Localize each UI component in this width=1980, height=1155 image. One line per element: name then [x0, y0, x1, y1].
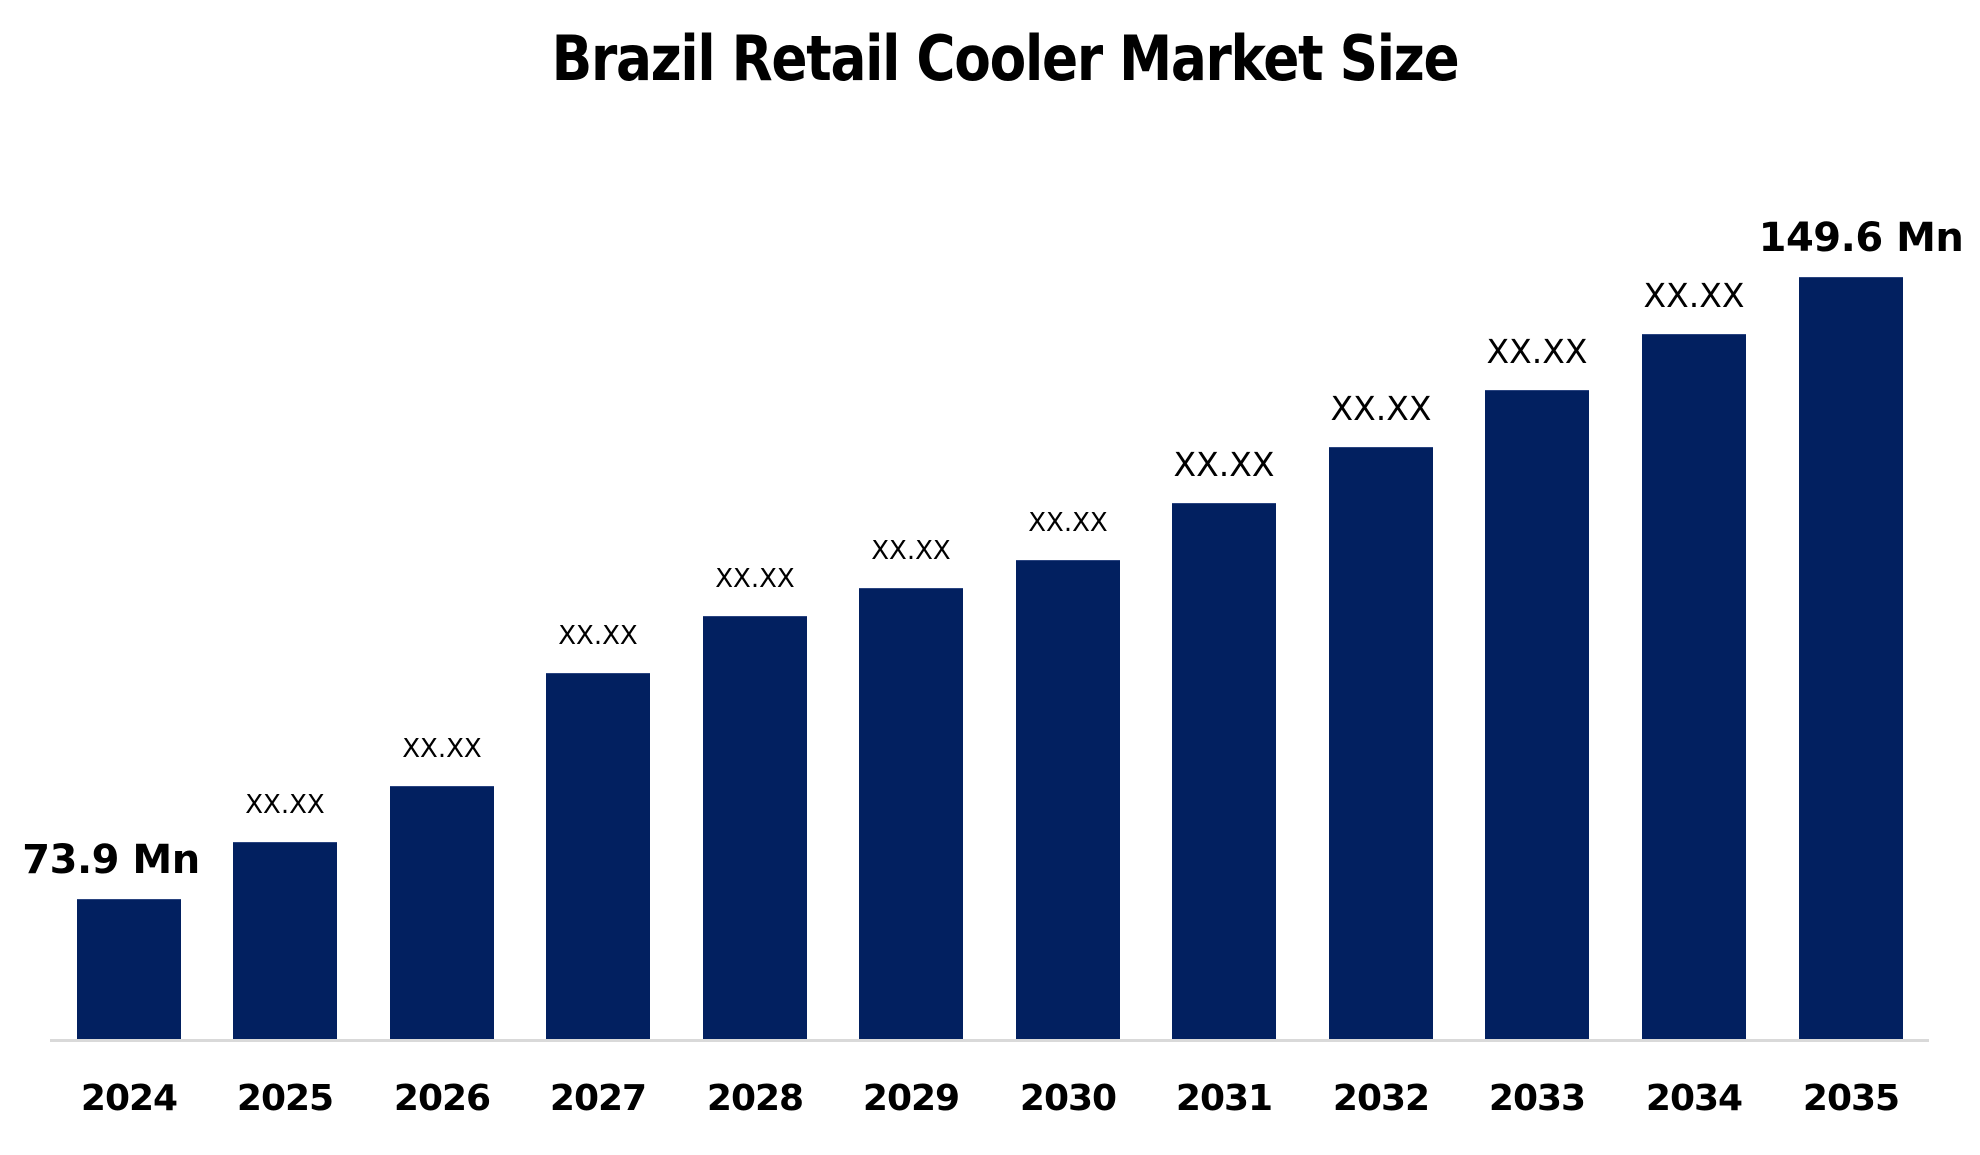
x-tick-2035: 2035 [1802, 1078, 1900, 1119]
data-label-2025: XX.XX [245, 790, 325, 820]
data-label-2024: 73.9 Mn [22, 837, 200, 883]
bar-2027 [546, 673, 650, 1039]
bar-2026 [390, 786, 494, 1039]
bar-2035 [1799, 277, 1903, 1039]
bar-2029 [859, 588, 963, 1039]
x-tick-2028: 2028 [706, 1078, 804, 1119]
bar-2028 [703, 616, 807, 1039]
data-label-2029: XX.XX [871, 536, 951, 566]
data-label-2026: XX.XX [402, 734, 482, 764]
x-tick-2033: 2033 [1488, 1078, 1586, 1119]
x-tick-2024: 2024 [80, 1078, 178, 1119]
bar-2032 [1329, 447, 1433, 1039]
bar-2025 [233, 842, 337, 1039]
data-label-2030: XX.XX [1028, 508, 1108, 538]
x-tick-2032: 2032 [1332, 1078, 1430, 1119]
bar-2033 [1485, 390, 1589, 1039]
data-label-2028: XX.XX [715, 564, 795, 594]
data-label-2034: XX.XX [1643, 276, 1745, 315]
x-tick-2031: 2031 [1175, 1078, 1273, 1119]
x-tick-2030: 2030 [1019, 1078, 1117, 1119]
data-label-2031: XX.XX [1173, 445, 1275, 484]
data-label-2027: XX.XX [558, 621, 638, 651]
bar-2024 [77, 899, 181, 1039]
x-tick-2025: 2025 [236, 1078, 334, 1119]
data-label-2035: 149.6 Mn [1758, 215, 1964, 261]
x-tick-2027: 2027 [549, 1078, 647, 1119]
chart-title: Brazil Retail Cooler Market Size [551, 22, 1460, 95]
x-axis-line [50, 1039, 1929, 1042]
data-label-2033: XX.XX [1486, 332, 1588, 371]
x-tick-2026: 2026 [393, 1078, 491, 1119]
bar-2034 [1642, 334, 1746, 1039]
x-tick-2034: 2034 [1645, 1078, 1743, 1119]
data-label-2032: XX.XX [1330, 389, 1432, 428]
bar-2031 [1172, 503, 1276, 1039]
x-tick-2029: 2029 [862, 1078, 960, 1119]
bar-2030 [1016, 560, 1120, 1039]
